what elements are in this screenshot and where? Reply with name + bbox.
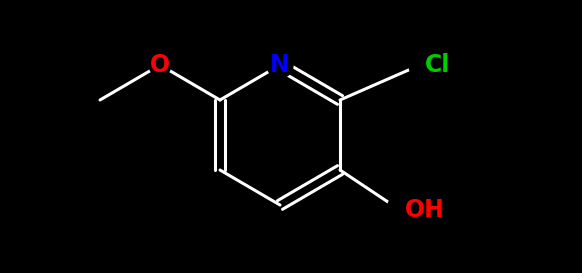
- Text: Cl: Cl: [425, 53, 450, 77]
- Circle shape: [149, 54, 171, 76]
- Text: N: N: [270, 53, 290, 77]
- Circle shape: [409, 49, 441, 81]
- Text: O: O: [150, 53, 170, 77]
- Text: OH: OH: [405, 198, 445, 222]
- Circle shape: [267, 52, 293, 78]
- Circle shape: [387, 192, 423, 228]
